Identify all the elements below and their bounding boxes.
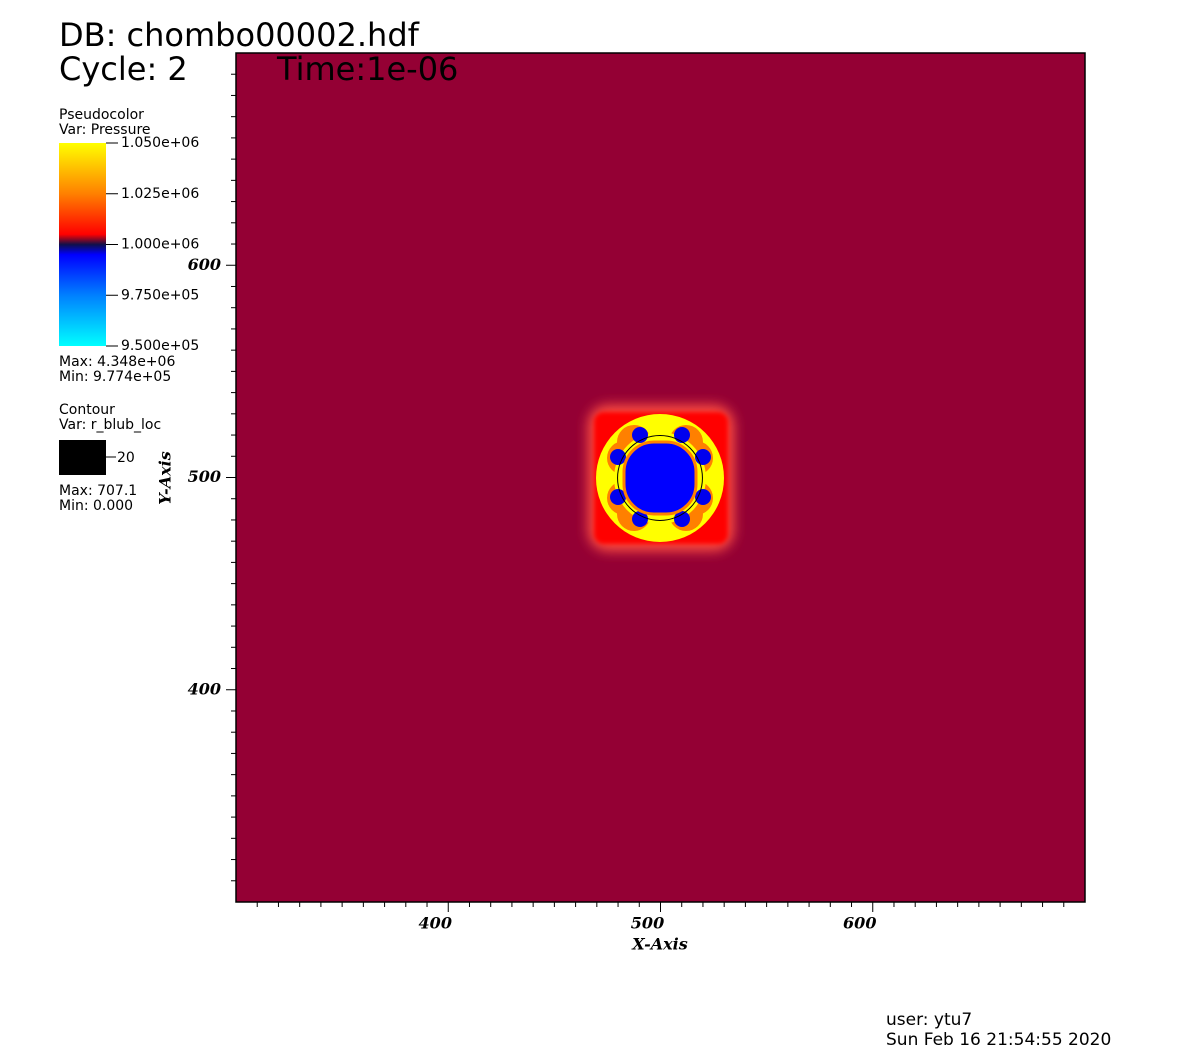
colorbar-tick-label: 1.050e+06 — [121, 135, 199, 151]
legend-min: Min: 9.774e+05 — [59, 369, 171, 385]
contour-var: Var: r_blub_loc — [59, 417, 161, 433]
contour-swatch — [59, 440, 106, 475]
date: Sun Feb 16 21:54:55 2020 — [886, 1030, 1111, 1050]
contour-line — [617, 435, 703, 521]
legend-var: Var: Pressure — [59, 122, 151, 138]
colorbar-tick-label: 1.000e+06 — [121, 237, 199, 253]
y-axis-label: Y-Axis — [156, 451, 175, 505]
colorbar-tick-label: 9.750e+05 — [121, 287, 199, 303]
contour-plot: Contour — [59, 402, 115, 418]
contour-max: Max: 707.1 — [59, 483, 137, 499]
x-tick-label: 500 — [631, 914, 664, 933]
colorbar-tick-label: 9.500e+05 — [121, 338, 199, 354]
y-tick-label: 600 — [188, 255, 221, 274]
time: Time:1e-06 — [276, 50, 458, 88]
y-tick-label: 400 — [188, 679, 221, 698]
cycle: Cycle: 2 — [59, 50, 188, 88]
pressure-field — [588, 405, 734, 551]
legend-max: Max: 4.348e+06 — [59, 354, 175, 370]
colorbar — [59, 143, 106, 346]
x-tick-label: 400 — [419, 914, 452, 933]
contour-legend-label: 20 — [117, 450, 135, 466]
colorbar-tick-label: 1.025e+06 — [121, 186, 199, 202]
x-tick-label: 600 — [843, 914, 876, 933]
legend-plot: Pseudocolor — [59, 107, 144, 123]
db-title: DB: chombo00002.hdf — [59, 16, 420, 54]
contour-min: Min: 0.000 — [59, 498, 133, 514]
user: user: ytu7 — [886, 1010, 972, 1030]
x-axis-label: X-Axis — [631, 935, 688, 954]
y-tick-label: 500 — [188, 467, 221, 486]
